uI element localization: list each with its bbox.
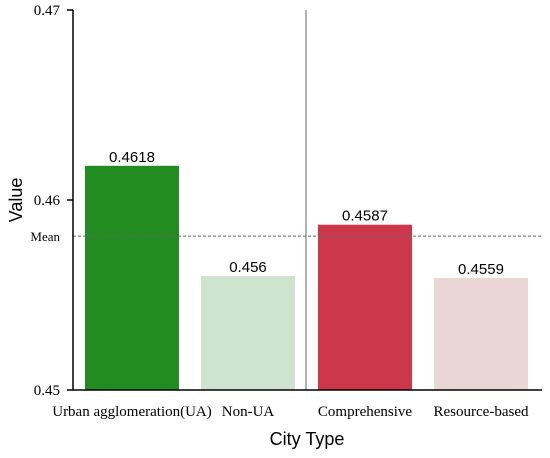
y-axis-title: Value xyxy=(6,178,26,223)
bar-value-label: 0.4587 xyxy=(342,208,388,225)
y-tick-label: 0.46 xyxy=(34,193,61,209)
bar-value-label: 0.456 xyxy=(229,259,267,276)
x-tick-label: Resource-based xyxy=(434,404,529,420)
x-tick-label: Urban agglomeration(UA) xyxy=(52,404,212,420)
x-axis-title: City Type xyxy=(270,429,345,449)
bar-4 xyxy=(434,277,528,390)
x-tick-label: Non-UA xyxy=(222,404,275,420)
bar-1 xyxy=(85,165,179,390)
bars-layer xyxy=(85,165,528,390)
lines-layer xyxy=(67,9,542,391)
bar-2 xyxy=(201,276,295,390)
y-tick-label: 0.47 xyxy=(34,3,61,19)
bar-value-label: 0.4559 xyxy=(458,261,504,278)
y-tick-label: 0.45 xyxy=(34,383,60,399)
mean-label: Mean xyxy=(30,229,60,244)
bar-3 xyxy=(318,224,412,390)
bar-value-label: 0.4618 xyxy=(109,149,155,166)
text-layer: 0.4618 Urban agglomeration(UA) 0.456 Non-UA… xyxy=(6,3,529,449)
x-tick-label: Comprehensive xyxy=(318,404,412,420)
